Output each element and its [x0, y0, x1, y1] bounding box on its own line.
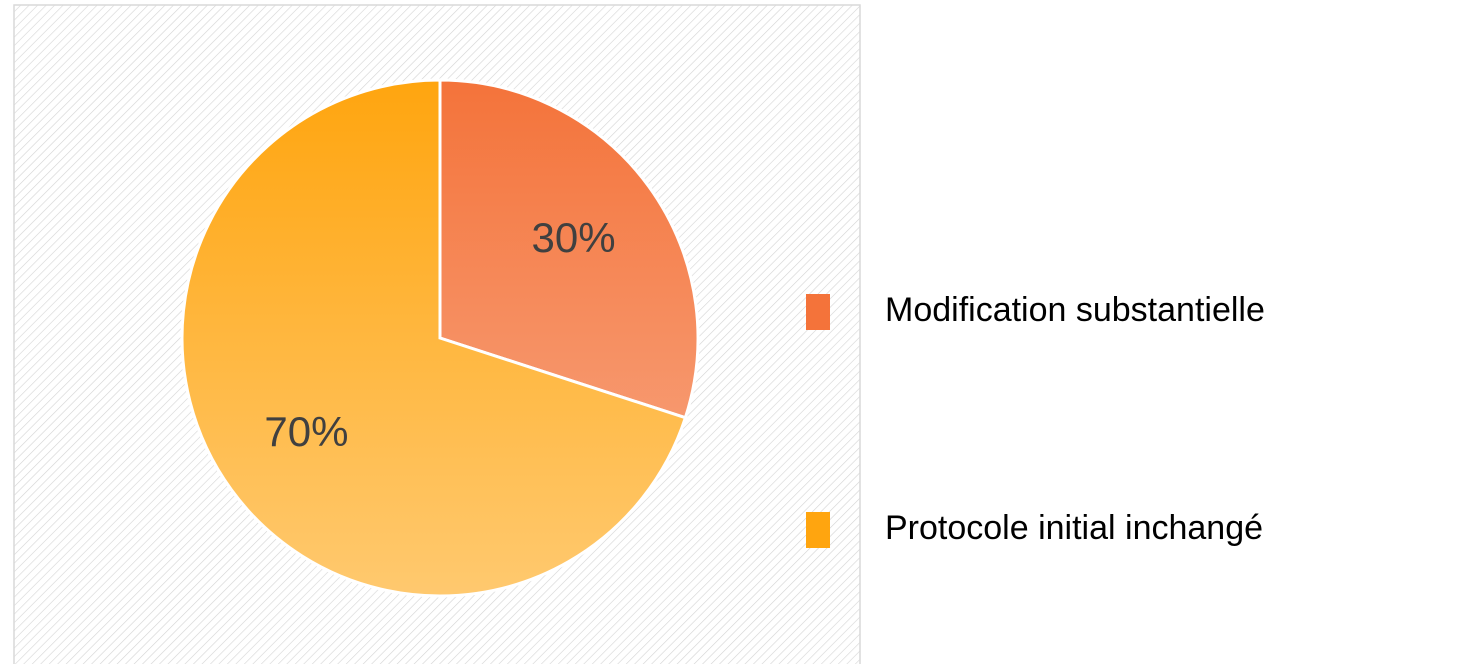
data-labels: 30% 70%	[264, 214, 615, 455]
data-label: 70%	[264, 408, 348, 455]
legend-label: Protocole initial inchangé	[885, 509, 1263, 547]
pie	[180, 78, 700, 598]
data-label: 30%	[532, 214, 616, 261]
legend-swatch	[806, 294, 830, 330]
legend-swatch	[806, 512, 830, 548]
pie-slice	[180, 78, 688, 598]
legend-label: Modification substantielle	[885, 291, 1265, 329]
legend: Modification substantielle Protocole init…	[806, 291, 1265, 548]
pie-slice	[438, 78, 700, 420]
